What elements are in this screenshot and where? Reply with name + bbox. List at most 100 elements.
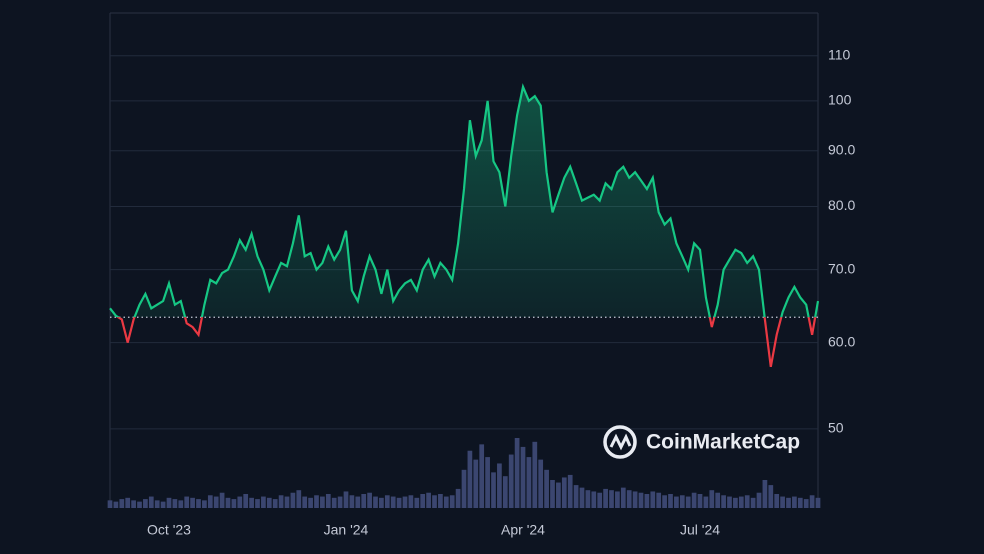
volume-bar <box>679 495 685 508</box>
y-tick-label: 80.0 <box>828 197 855 213</box>
volume-bar <box>815 497 821 508</box>
volume-bar <box>573 485 579 508</box>
x-tick-label: Jul '24 <box>680 522 720 538</box>
volume-bar <box>650 491 656 508</box>
volume-bar <box>620 487 626 508</box>
volume-bar <box>809 495 815 508</box>
volume-bar <box>266 497 272 508</box>
volume-bar <box>438 494 443 508</box>
volume-bar <box>402 496 408 508</box>
volume-bar <box>691 492 697 508</box>
volume-bar <box>803 499 809 508</box>
volume-bar <box>261 496 266 508</box>
volume-bar <box>384 495 390 508</box>
volume-bar <box>213 496 219 508</box>
volume-bar <box>780 496 785 508</box>
volume-bar <box>166 497 172 508</box>
volume-bar <box>668 494 673 508</box>
volume-bar <box>768 485 774 508</box>
volume-bar <box>762 480 768 508</box>
volume-bar <box>172 499 178 508</box>
volume-bar <box>774 494 780 508</box>
volume-bar <box>632 491 638 508</box>
volume-bar <box>154 500 160 508</box>
volume-bar <box>615 491 620 508</box>
volume-bar <box>685 496 691 508</box>
volume-bar <box>514 438 520 508</box>
volume-bar <box>461 469 467 508</box>
volume-bar <box>202 500 207 508</box>
volume-bar <box>160 501 166 508</box>
y-tick-label: 60.0 <box>828 333 855 349</box>
volume-bar <box>207 495 213 508</box>
volume-bar <box>561 477 567 508</box>
volume-bar <box>526 457 532 508</box>
volume-bar <box>272 499 278 508</box>
volume-bar <box>361 494 367 508</box>
volume-bar <box>337 496 343 508</box>
volume-bar <box>656 492 662 508</box>
volume-bar <box>697 494 703 508</box>
volume-bar <box>308 497 313 508</box>
volume-bar <box>792 496 797 508</box>
volume-bar <box>131 500 136 508</box>
volume-bar <box>597 492 603 508</box>
volume-bar <box>249 497 254 508</box>
y-tick-label: 70.0 <box>828 260 855 276</box>
volume-bar <box>556 482 561 508</box>
volume-bar <box>520 446 526 508</box>
volume-bar <box>284 496 290 508</box>
volume-bar <box>591 491 597 508</box>
volume-bar <box>302 496 308 508</box>
logo <box>603 425 637 459</box>
volume-bar <box>219 492 225 508</box>
y-tick-label: 100 <box>828 92 852 108</box>
volume-bar <box>750 497 756 508</box>
volume-bar <box>585 490 591 508</box>
volume-bar <box>491 472 496 508</box>
logo-mark <box>609 433 632 451</box>
volume-bar <box>703 496 709 508</box>
y-tick-label: 90.0 <box>828 141 855 157</box>
volume-bar <box>508 454 514 508</box>
volume-bar <box>426 492 431 508</box>
volume-bar <box>343 491 349 508</box>
volume-bar <box>255 499 260 508</box>
volume-bar <box>331 497 337 508</box>
volume-bar <box>756 492 762 508</box>
watermark-text: CoinMarketCap <box>646 431 800 454</box>
volume-bar <box>278 495 284 508</box>
volume-bar <box>320 496 325 508</box>
volume-bar <box>119 499 125 508</box>
price-line-up <box>109 83 820 318</box>
volume-bar <box>408 495 414 508</box>
volume-bar <box>733 497 738 508</box>
volume-bar <box>644 494 650 508</box>
volume-bar <box>485 457 490 508</box>
volume-bar <box>373 496 378 508</box>
volume-bar <box>443 496 449 508</box>
x-tick-label: Apr '24 <box>501 522 545 538</box>
volume-bar <box>196 499 201 508</box>
volume-bar <box>721 495 726 508</box>
volume-bar <box>414 497 420 508</box>
volume-bar <box>379 497 384 508</box>
volume-bar <box>786 497 791 508</box>
volume-bar <box>727 496 732 508</box>
volume-bar <box>603 488 608 508</box>
volume-bar <box>455 488 461 508</box>
watermark: CoinMarketCap <box>603 425 800 459</box>
y-tick-label: 110 <box>828 46 851 62</box>
volume-bar <box>467 450 473 508</box>
volume-bar <box>674 496 679 508</box>
volume-bar <box>502 476 508 508</box>
volume-bar <box>744 495 750 508</box>
volume-bar <box>432 495 437 508</box>
volume-bar <box>184 496 190 508</box>
volume-bar <box>113 501 119 508</box>
volume-bar <box>544 469 549 508</box>
volume-bar <box>715 492 721 508</box>
y-tick-label: 50 <box>828 420 844 436</box>
volume-bar <box>609 490 614 508</box>
